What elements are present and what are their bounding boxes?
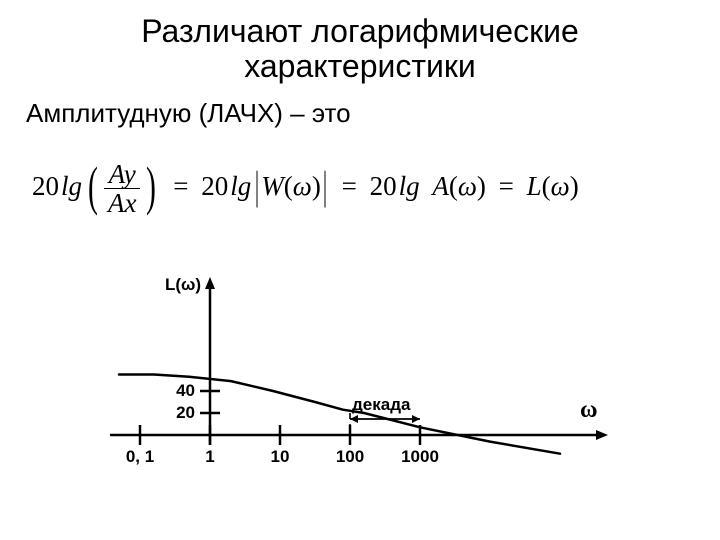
y-tick-40: 40 [165,381,195,401]
decade-label: декада [352,395,410,415]
slide-title: Различают логарифмические характеристики [0,0,720,84]
y-tick-20: 20 [165,403,195,423]
formula: 20lg(AyAx) = 20lg|W(ω)| = 20lg A(ω) = L(… [32,160,579,218]
bode-chart: L(ω) ω 4020 0, 1 1 10 100 1000 декада [110,275,610,485]
x-tick-1000: 1000 [395,447,445,467]
slide-subtitle: Амплитудную (ЛАЧХ) – это [0,84,720,129]
x-axis-label: ω [580,397,598,424]
title-line-2: характеристики [244,48,476,84]
x-tick-1: 1 [185,447,235,467]
title-line-1: Различают логарифмические [141,13,579,49]
x-tick-10: 10 [255,447,305,467]
y-axis-label: L(ω) [165,275,201,295]
x-tick-0, 1: 0, 1 [115,447,165,467]
x-tick-100: 100 [325,447,375,467]
